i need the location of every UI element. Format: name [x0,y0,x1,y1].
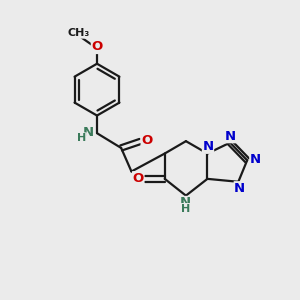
Text: N: N [250,153,261,166]
Text: N: N [225,130,236,143]
Text: H: H [181,204,190,214]
Text: H: H [77,133,86,143]
Text: N: N [82,126,94,139]
Text: O: O [92,40,103,53]
Text: N: N [180,196,191,209]
Text: N: N [234,182,245,195]
Text: O: O [141,134,152,147]
Text: N: N [202,140,214,153]
Text: O: O [133,172,144,185]
Text: CH₃: CH₃ [68,28,90,38]
